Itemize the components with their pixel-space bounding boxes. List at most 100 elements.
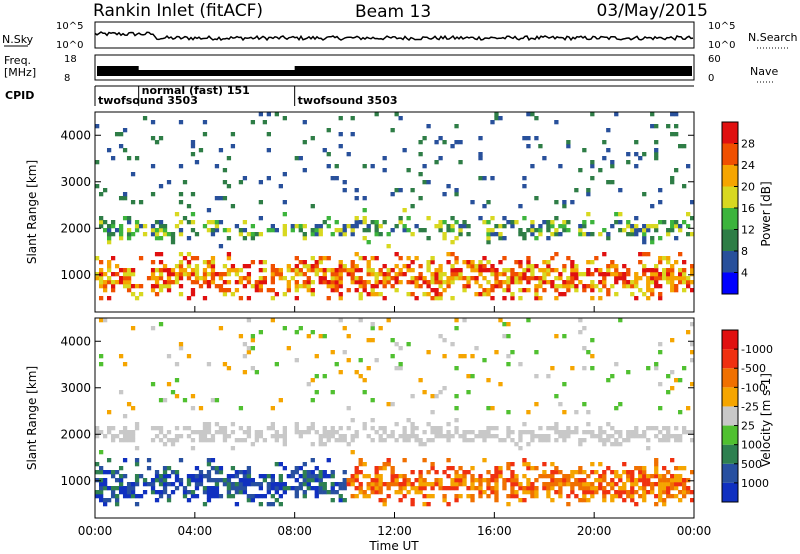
range-gate-cell <box>206 494 212 499</box>
range-gate-cell <box>258 200 264 205</box>
range-gate-cell <box>482 276 487 281</box>
range-gate-cell <box>630 486 635 491</box>
range-gate-cell <box>194 474 200 479</box>
range-gate-cell <box>314 264 319 269</box>
range-gate-cell <box>346 268 351 273</box>
range-gate-cell <box>674 426 679 431</box>
range-gate-cell <box>670 228 675 233</box>
range-gate-cell <box>614 494 619 499</box>
range-gate-cell <box>374 478 379 483</box>
range-gate-cell <box>510 276 515 281</box>
range-gate-cell <box>458 474 463 479</box>
range-gate-cell <box>622 490 627 495</box>
range-gate-cell <box>462 354 467 359</box>
range-gate-cell <box>218 244 224 249</box>
range-gate-cell <box>410 486 415 491</box>
range-gate-cell <box>622 470 627 475</box>
range-gate-cell <box>170 268 176 273</box>
range-gate-cell <box>674 474 679 479</box>
range-gate-cell <box>246 232 252 237</box>
range-gate-cell <box>218 196 224 201</box>
range-gate-cell <box>686 406 691 411</box>
range-gate-cell <box>490 426 495 431</box>
range-gate-cell <box>138 256 144 261</box>
range-gate-cell <box>594 490 599 495</box>
range-gate-cell <box>478 136 483 141</box>
range-gate-cell <box>678 224 683 229</box>
range-gate-cell <box>482 264 487 269</box>
range-gate-cell <box>322 426 327 431</box>
range-gate-cell <box>162 232 168 237</box>
range-gate-cell <box>490 406 495 411</box>
range-gate-cell <box>554 490 559 495</box>
range-gate-cell <box>490 486 495 491</box>
range-gate-cell <box>166 284 172 289</box>
range-gate-cell <box>338 498 343 503</box>
range-gate-cell <box>578 482 583 487</box>
range-gate-cell <box>150 136 156 141</box>
range-gate-cell <box>362 220 367 225</box>
range-gate-cell <box>390 128 395 133</box>
range-gate-cell <box>302 260 307 265</box>
range-gate-cell <box>658 482 663 487</box>
range-gate-cell <box>670 434 675 439</box>
range-gate-cell <box>106 268 112 273</box>
range-gate-cell <box>422 478 427 483</box>
range-gate-cell <box>530 276 535 281</box>
range-gate-cell <box>98 284 104 289</box>
range-gate-cell <box>482 358 487 363</box>
range-gate-cell <box>622 280 627 285</box>
range-gate-cell <box>238 478 244 483</box>
range-gate-cell <box>250 284 256 289</box>
range-gate-cell <box>110 220 116 225</box>
range-gate-cell <box>118 354 124 359</box>
range-gate-cell <box>202 272 208 277</box>
range-gate-cell <box>522 430 527 435</box>
cpid-segment-label: normal (fast) 151 <box>142 84 250 97</box>
range-gate-cell <box>346 426 351 431</box>
range-gate-cell <box>686 330 691 335</box>
range-gate-cell <box>410 280 415 285</box>
range-gate-cell <box>502 272 507 277</box>
range-gate-cell <box>230 486 236 491</box>
range-gate-cell <box>486 236 491 241</box>
range-gate-cell <box>350 264 355 269</box>
range-gate-cell <box>670 474 675 479</box>
range-gate-cell <box>338 482 343 487</box>
range-gate-cell <box>590 280 595 285</box>
range-gate-cell <box>366 272 371 277</box>
range-gate-cell <box>378 268 383 273</box>
range-gate-cell <box>634 478 639 483</box>
range-gate-cell <box>338 284 343 289</box>
range-gate-cell <box>554 228 559 233</box>
range-gate-cell <box>342 268 347 273</box>
range-gate-cell <box>126 228 132 233</box>
range-gate-cell <box>150 490 156 495</box>
range-gate-cell <box>310 398 315 403</box>
range-gate-cell <box>214 478 220 483</box>
range-gate-cell <box>674 112 679 117</box>
range-gate-cell <box>482 478 487 483</box>
range-gate-cell <box>138 284 144 289</box>
range-gate-cell <box>638 252 643 257</box>
range-gate-cell <box>106 232 112 237</box>
range-gate-cell <box>306 280 311 285</box>
range-gate-cell <box>514 494 519 499</box>
range-gate-cell <box>470 200 475 205</box>
range-gate-cell <box>310 458 315 463</box>
range-gate-cell <box>638 466 643 471</box>
range-gate-cell <box>302 478 307 483</box>
range-gate-cell <box>210 398 216 403</box>
range-gate-cell <box>326 458 331 463</box>
range-gate-cell <box>610 434 615 439</box>
range-gate-cell <box>174 224 180 229</box>
range-gate-cell <box>354 224 359 229</box>
range-gate-cell <box>542 434 547 439</box>
range-gate-cell <box>402 426 407 431</box>
range-gate-cell <box>590 260 595 265</box>
x-tick-label: 16:00 <box>477 524 512 538</box>
range-gate-cell <box>342 188 347 193</box>
range-gate-cell <box>354 268 359 273</box>
range-gate-cell <box>682 426 687 431</box>
range-gate-cell <box>338 264 343 269</box>
